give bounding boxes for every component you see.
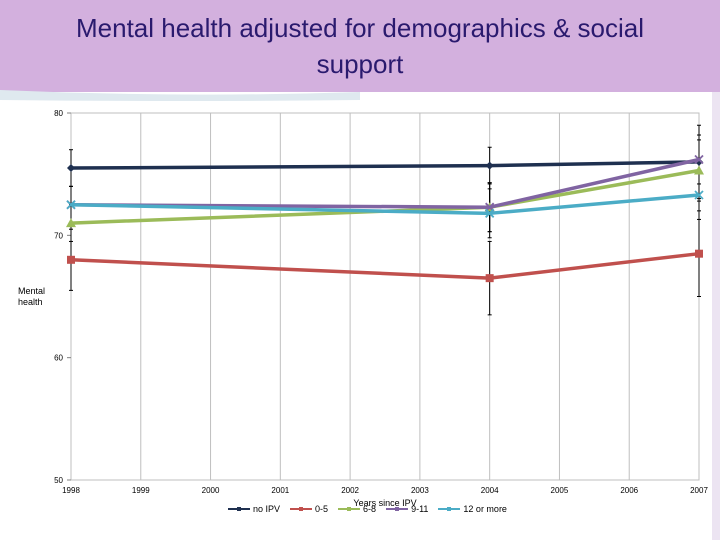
legend-label-2: 6-8	[363, 504, 377, 514]
x-tick-label-1998: 1998	[62, 486, 80, 495]
chart-title: Mental health adjusted for demographics …	[76, 13, 644, 79]
y-tick-label-50: 50	[54, 476, 63, 485]
legend-swatch-4	[438, 507, 461, 511]
legend-item-1: 0-5	[290, 504, 328, 514]
data-point-3-2	[694, 154, 704, 165]
data-point-0-1	[485, 161, 494, 170]
data-point-4-2	[694, 190, 704, 200]
x-axis-label: Years since IPV	[353, 498, 416, 508]
legend-label-0: no IPV	[253, 504, 281, 514]
data-point-2-2	[694, 165, 704, 175]
legend-item-0: no IPV	[228, 504, 280, 514]
legend-item-4: 12 or more	[438, 504, 507, 514]
data-point-2-0	[66, 218, 76, 228]
y-axis-label: Mental health	[18, 286, 46, 307]
x-tick-label-2006: 2006	[620, 486, 638, 495]
x-tick-label-2004: 2004	[481, 486, 499, 495]
data-point-0-0	[67, 164, 75, 173]
data-point-1-2	[695, 249, 703, 258]
legend-item-2: 6-8	[338, 504, 376, 514]
legend-swatch-2	[338, 507, 361, 511]
legend-label-4: 12 or more	[463, 504, 507, 514]
decorative-swoosh	[0, 90, 360, 101]
x-tick-label-2000: 2000	[202, 486, 220, 495]
legend-label-1: 0-5	[315, 504, 329, 514]
x-tick-label-2003: 2003	[411, 486, 429, 495]
legend-swatch-0	[228, 507, 250, 511]
legend-swatch-3	[386, 507, 409, 511]
legend-item-3: 9-11	[386, 504, 428, 514]
y-tick-label-80: 80	[54, 109, 63, 118]
x-tick-label-2001: 2001	[271, 486, 289, 495]
title-banner: Mental health adjusted for demographics …	[0, 0, 720, 101]
legend-swatch-1	[290, 507, 313, 511]
data-point-4-1	[485, 208, 495, 218]
y-tick-label-70: 70	[54, 231, 63, 240]
plot-area	[70, 112, 700, 481]
x-tick-label-2002: 2002	[341, 486, 359, 495]
x-tick-label-1999: 1999	[132, 486, 150, 495]
data-point-1-0	[67, 255, 75, 264]
x-tick-label-2005: 2005	[551, 486, 569, 495]
legend-label-3: 9-11	[411, 504, 429, 514]
x-tick-label-2007: 2007	[690, 486, 708, 495]
chart-legend: no IPV 0-5 6-8 9-11 12 or more	[228, 503, 517, 515]
data-point-1-1	[485, 274, 494, 283]
data-point-4-0	[66, 200, 76, 210]
slide-edge-decoration	[712, 92, 720, 540]
y-tick-label-60: 60	[54, 354, 63, 363]
